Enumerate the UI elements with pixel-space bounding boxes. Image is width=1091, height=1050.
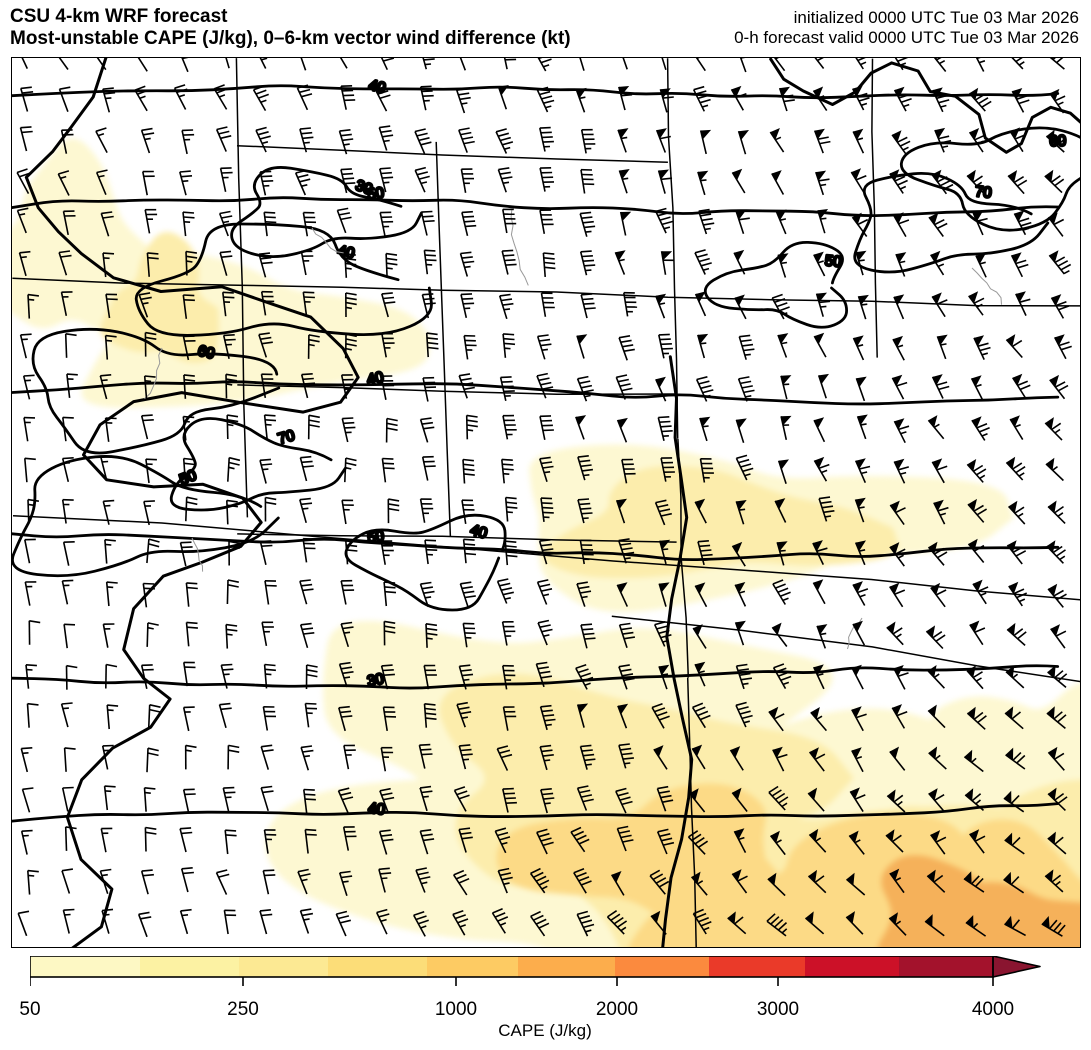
svg-text:50: 50 — [824, 252, 842, 270]
svg-text:30: 30 — [366, 670, 385, 690]
svg-text:50: 50 — [366, 184, 385, 203]
svg-text:40: 40 — [367, 800, 385, 819]
svg-text:70: 70 — [276, 427, 297, 448]
